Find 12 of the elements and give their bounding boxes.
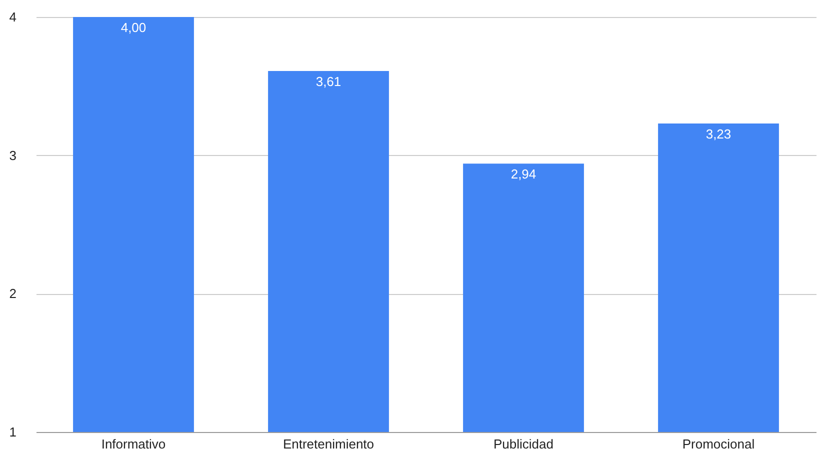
y-tick-label: 3 [9, 148, 16, 163]
y-tick-label: 4 [9, 10, 16, 24]
x-tick-label: Publicidad [494, 436, 554, 452]
data-label: 4,00 [120, 20, 146, 35]
y-tick-label: 2 [9, 286, 16, 302]
x-tick-label: Entretenimiento [282, 436, 374, 452]
data-label: 2,94 [510, 166, 536, 182]
data-label: 3,61 [316, 74, 342, 89]
y-tick-label: 1 [9, 424, 16, 440]
data-label: 3,23 [706, 126, 732, 142]
x-tick-label: Promocional [682, 436, 755, 452]
x-tick-label: Informativo [101, 436, 166, 452]
